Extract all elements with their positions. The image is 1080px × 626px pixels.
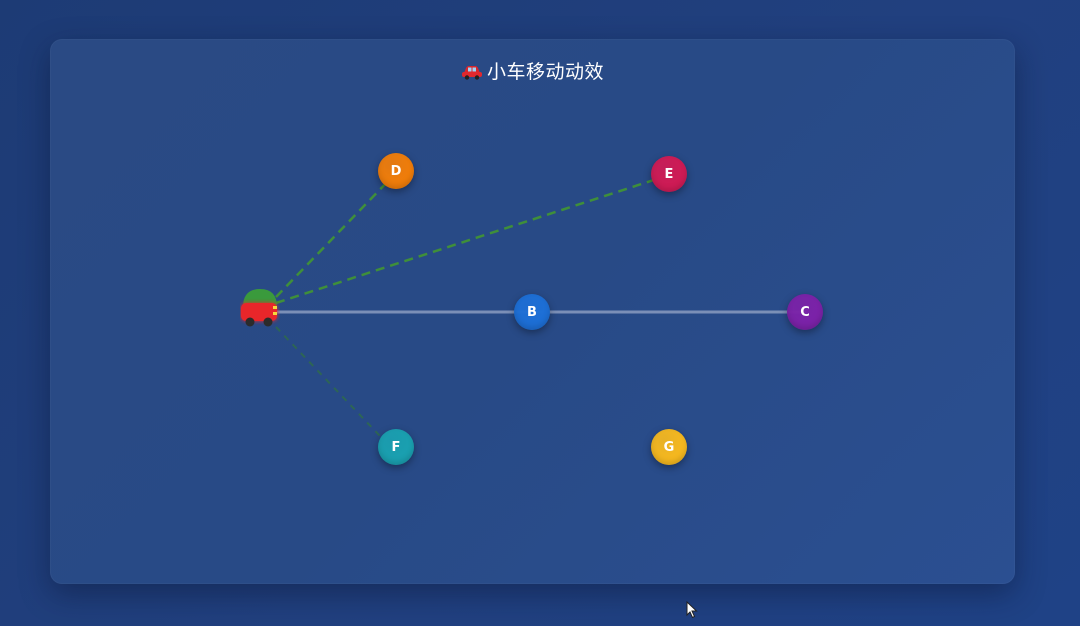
connection-to-d	[275, 175, 394, 298]
node-c-label: C	[800, 304, 810, 320]
node-g[interactable]: G	[651, 429, 687, 465]
connection-to-f	[275, 326, 381, 437]
car-icon	[461, 63, 483, 85]
node-c[interactable]: C	[787, 294, 823, 330]
node-f[interactable]: F	[378, 429, 414, 465]
moving-car[interactable]	[240, 289, 280, 329]
node-g-label: G	[663, 439, 675, 455]
animation-card: 小车移动动效 B C D E F G	[50, 39, 1015, 584]
node-e[interactable]: E	[651, 156, 687, 192]
node-b-label: B	[527, 304, 537, 320]
node-d[interactable]: D	[378, 153, 414, 189]
node-d-label: D	[390, 163, 402, 179]
connection-to-e	[275, 175, 664, 305]
mouse-cursor-icon	[686, 601, 698, 619]
node-f-label: F	[391, 439, 401, 455]
node-b[interactable]: B	[514, 294, 550, 330]
node-e-label: E	[664, 166, 674, 182]
car-sprite-icon	[241, 289, 277, 327]
page-title: 小车移动动效	[50, 57, 1015, 85]
title-text: 小车移动动效	[486, 61, 604, 83]
